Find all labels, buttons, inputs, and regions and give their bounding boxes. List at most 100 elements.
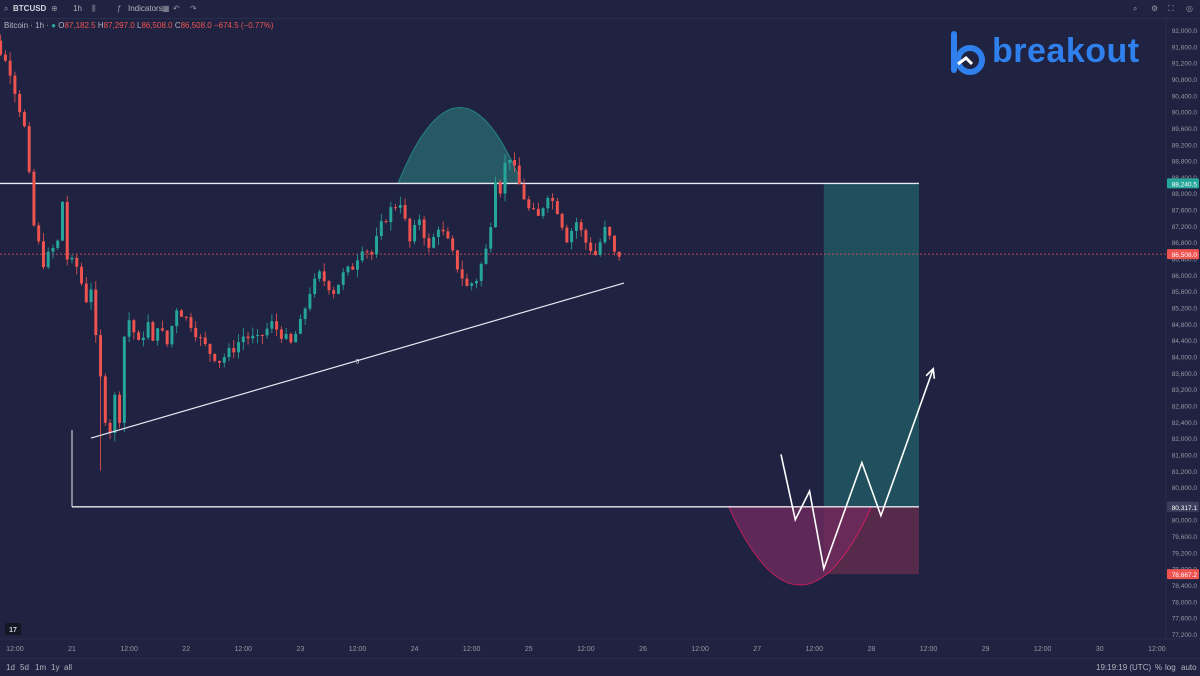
candle-down [608, 227, 612, 236]
candle-down [498, 182, 502, 194]
candle-up [70, 257, 74, 260]
price-tick-label: 82,400.0 [1172, 420, 1198, 427]
interval-button[interactable]: 1h [73, 4, 82, 13]
candle-down [203, 337, 207, 344]
indicators-icon: ƒ [117, 4, 122, 13]
candle-up [61, 201, 64, 241]
fullscreen-icon[interactable]: ⛶ [1168, 4, 1174, 13]
candle-down [198, 337, 202, 339]
candle-down [27, 126, 31, 172]
legend-symbol-name: Bitcoin · 1h · [4, 21, 52, 30]
symbol-search[interactable]: BTCUSD [13, 4, 47, 13]
candle-down [246, 336, 250, 339]
candle-down [65, 201, 69, 260]
price-tick-label: 87,200.0 [1172, 224, 1198, 231]
price-chart[interactable]: 5 92,000.0 91,600.0 91,200.0 90,800.0 90,400.… [0, 19, 1200, 658]
breakout-logo-text: breakout [992, 32, 1140, 70]
range-5d[interactable]: 5d [20, 663, 29, 672]
projection-path[interactable] [780, 368, 935, 572]
candles-icon[interactable]: ⫼ [92, 4, 96, 13]
candle-down [108, 422, 112, 433]
candle-down [403, 205, 407, 219]
percent-toggle[interactable]: % [1155, 663, 1163, 672]
legend-close-key: C [174, 21, 181, 30]
snapshot-icon[interactable]: ◎ [1186, 4, 1193, 13]
candle-down [327, 281, 331, 291]
candle-down [513, 160, 517, 166]
candle-up [175, 310, 179, 327]
plus-circle-icon[interactable]: ⊕ [51, 4, 58, 13]
candle-up [603, 227, 607, 243]
redo-icon[interactable]: ↷ [190, 4, 197, 13]
candle-up [298, 318, 302, 334]
templates-icon[interactable]: ▦ [162, 4, 170, 13]
candle-up [336, 284, 340, 294]
candle-down [103, 376, 107, 423]
candle-up [141, 337, 145, 341]
candle-down [332, 290, 336, 294]
candle-up [346, 266, 350, 273]
trendline-label: 5 [356, 360, 360, 366]
candle-down [194, 327, 198, 338]
candle-up [341, 272, 345, 285]
settings-icon[interactable]: ⚙ [1151, 4, 1159, 13]
candle-up [570, 230, 574, 243]
candle-up [113, 394, 117, 433]
price-tick-label: 87,600.0 [1172, 208, 1198, 215]
time-tick-label: 30 [1096, 646, 1104, 653]
indicators-button[interactable]: Indicators [128, 4, 163, 13]
candle-up [432, 236, 436, 248]
candle-down [465, 278, 469, 286]
range-1d[interactable]: 1d [6, 663, 15, 672]
auto-toggle[interactable]: auto [1181, 663, 1197, 672]
search-icon[interactable]: ⌕ [4, 4, 9, 13]
candle-up [489, 227, 493, 249]
time-tick-label: 12:00 [806, 646, 824, 653]
price-tick-label: 86,400.0 [1172, 257, 1198, 264]
price-tick-label: 90,000.0 [1172, 110, 1198, 117]
candle-down [0, 40, 3, 55]
time-tick-label: 23 [297, 646, 305, 653]
time-tick-label: 12:00 [691, 646, 709, 653]
candle-up [417, 219, 421, 226]
candle-up [375, 236, 379, 255]
range-1y[interactable]: 1y [51, 663, 60, 672]
price-tag [1167, 249, 1199, 260]
trendline[interactable] [90, 282, 625, 439]
price-tick-label: 91,600.0 [1172, 44, 1198, 51]
candle-up [574, 222, 578, 231]
tradingview-logo [5, 623, 21, 635]
price-tick-label: 77,600.0 [1172, 616, 1198, 623]
legend-low: 86,508.0 [141, 21, 173, 30]
candle-up [170, 326, 174, 345]
time-tick-label: 12:00 [1148, 646, 1166, 653]
legend-open: 87,182.5 [64, 21, 96, 30]
candle-down [289, 333, 293, 343]
candle-down [370, 252, 374, 255]
price-tag [1167, 569, 1199, 580]
time-tick-label: 29 [982, 646, 990, 653]
price-axis[interactable] [1166, 19, 1200, 639]
range-all[interactable]: all [64, 663, 73, 672]
candle-down [18, 93, 22, 113]
screenshot-search-icon[interactable]: ⌕ [1133, 4, 1138, 13]
range-1m[interactable]: 1m [35, 663, 47, 672]
candle-down [75, 257, 79, 267]
candle-down [8, 60, 12, 76]
candle-down [446, 231, 450, 239]
candle-down [80, 266, 83, 284]
price-tick-label: 88,000.0 [1172, 191, 1198, 198]
price-tick-label: 80,000.0 [1172, 518, 1198, 525]
candle-down [37, 225, 41, 242]
log-toggle[interactable]: log [1165, 663, 1176, 672]
price-tick-label: 92,000.0 [1172, 28, 1198, 35]
legend-open-key: O [58, 21, 65, 30]
candle-down [565, 227, 569, 243]
time-tick-label: 21 [68, 646, 76, 653]
clock: 19:19:19 (UTC) [1096, 663, 1152, 672]
chart-legend: Bitcoin · 1h · ● O87,182.5 H87,297.0 L86… [4, 21, 274, 30]
undo-icon[interactable]: ↶ [173, 4, 180, 13]
candle-down [3, 54, 7, 61]
candle-down [422, 219, 426, 239]
candle-down [260, 334, 264, 336]
